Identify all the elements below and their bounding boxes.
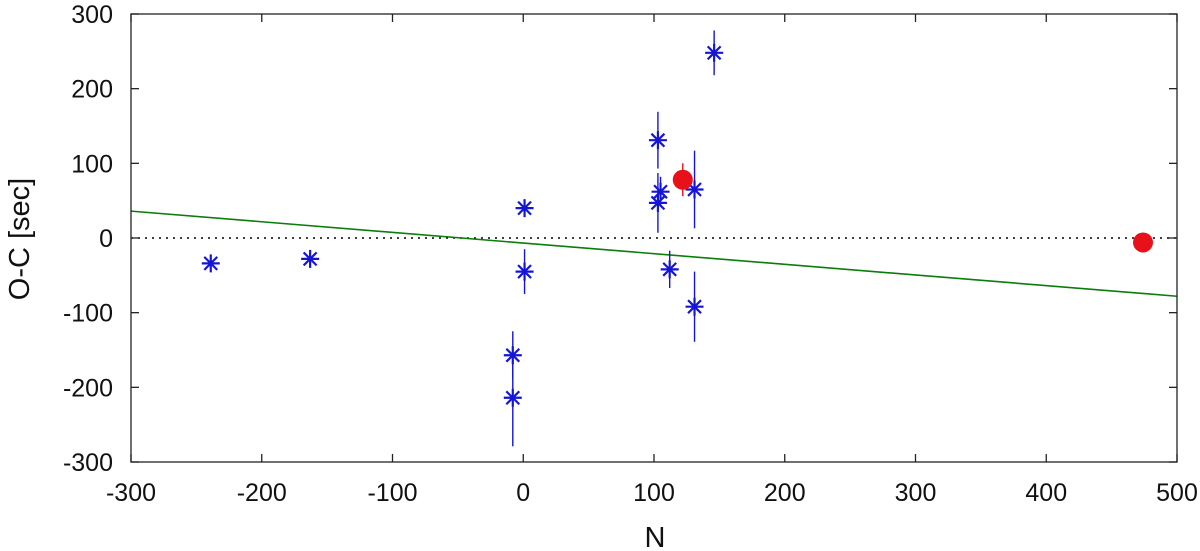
axes: -300 -200 -100 0 100 200 300 400 500 -300 -200 -100… bbox=[63, 1, 1198, 507]
x-tick-label: 400 bbox=[1025, 479, 1067, 507]
asterisk-stroke bbox=[505, 390, 521, 406]
x-tick-label: 100 bbox=[633, 479, 675, 507]
data-point-asterisk bbox=[515, 199, 534, 218]
y-tick-label: 300 bbox=[71, 1, 113, 29]
y-tick-label: -300 bbox=[63, 449, 113, 477]
data-point-asterisk bbox=[705, 43, 724, 62]
asterisk-stroke bbox=[517, 200, 532, 216]
data-point-asterisk bbox=[660, 260, 679, 279]
plot-area bbox=[130, 30, 1178, 447]
asterisk-stroke bbox=[662, 262, 677, 277]
data-point-asterisk bbox=[201, 254, 220, 273]
x-tick-label: -300 bbox=[106, 479, 156, 507]
y-tick-label: 200 bbox=[71, 76, 113, 104]
data-point-asterisk bbox=[648, 131, 667, 150]
x-tick-label: 200 bbox=[764, 479, 806, 507]
x-tick-label: 0 bbox=[516, 479, 530, 507]
x-tick-label: -200 bbox=[237, 479, 287, 507]
asterisk-stroke bbox=[302, 251, 318, 267]
y-tick-label: 0 bbox=[99, 225, 113, 253]
data-point-asterisk bbox=[685, 180, 704, 199]
asterisk-stroke bbox=[687, 182, 702, 197]
asterisk-stroke bbox=[687, 299, 702, 314]
asterisk-stroke bbox=[650, 132, 666, 148]
x-tick-label: 500 bbox=[1156, 479, 1198, 507]
data-point-asterisk bbox=[515, 262, 534, 281]
asterisk-stroke bbox=[203, 256, 219, 271]
asterisk-stroke bbox=[650, 195, 666, 211]
data-point-asterisk bbox=[301, 249, 320, 268]
x-tick-label: 300 bbox=[895, 479, 937, 507]
asterisk-stroke bbox=[706, 45, 722, 61]
data-point-asterisk bbox=[685, 297, 704, 316]
y-tick-label: 100 bbox=[71, 150, 113, 178]
y-tick-label: -100 bbox=[63, 300, 113, 328]
linear-fit-line bbox=[130, 210, 1178, 298]
data-point-circle bbox=[672, 169, 693, 190]
data-point-asterisk bbox=[648, 193, 667, 212]
data-point-circle bbox=[1133, 232, 1154, 253]
data-point-asterisk bbox=[503, 388, 522, 407]
x-tick-label: -100 bbox=[367, 479, 417, 507]
asterisk-stroke bbox=[653, 184, 668, 199]
data-point-asterisk bbox=[651, 182, 670, 201]
y-tick-label: -200 bbox=[63, 374, 113, 402]
x-axis-label: N bbox=[645, 522, 666, 551]
asterisk-stroke bbox=[517, 264, 532, 279]
y-axis-label: O-C [sec] bbox=[4, 178, 36, 300]
